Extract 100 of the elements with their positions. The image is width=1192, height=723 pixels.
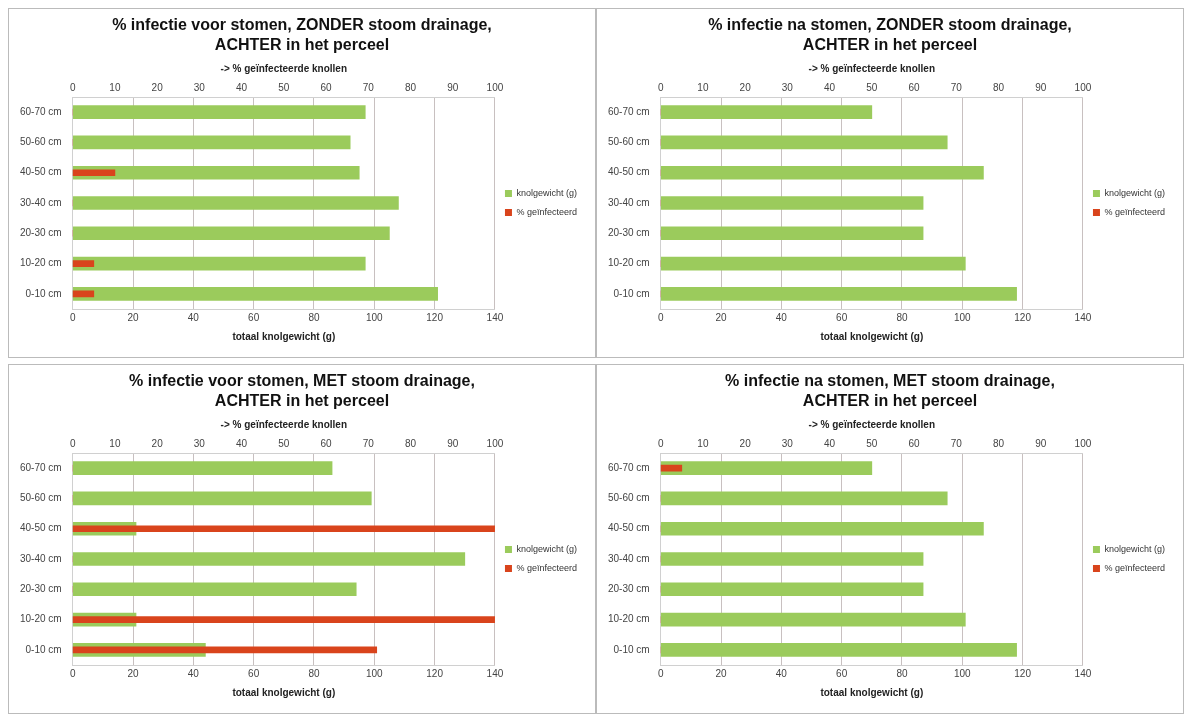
- bar: [660, 612, 966, 627]
- x-tick-label: 0: [657, 311, 664, 323]
- x2-tick-label: 30: [781, 437, 794, 449]
- bar: [660, 521, 984, 536]
- x2-tick-label: 20: [739, 81, 752, 93]
- bar: [660, 491, 948, 506]
- x2-axis-title: -> % geïnfecteerde knollen: [220, 62, 348, 74]
- x2-tick-label: 20: [739, 437, 752, 449]
- x-tick-label: 140: [1074, 311, 1092, 323]
- x2-tick-label: 90: [447, 437, 459, 449]
- x-tick-label: 60: [248, 311, 260, 323]
- chart-title: % infectie na stomen, ZONDER stoom drainage, ACHTER in het perceel: [707, 15, 1073, 55]
- x2-tick-label: 90: [1035, 437, 1047, 449]
- bar: [660, 461, 873, 475]
- x2-tick-label: 10: [109, 81, 121, 93]
- bar: [72, 105, 366, 119]
- x-tick-label: 20: [127, 667, 140, 679]
- y-tick-label: 10-20 cm: [608, 257, 650, 269]
- y-tick-label: 0-10 cm: [25, 287, 62, 299]
- y-tick-label: 30-40 cm: [608, 196, 650, 208]
- bar: [72, 491, 372, 506]
- x-tick-label: 100: [953, 667, 972, 679]
- y-tick-label: 60-70 cm: [608, 461, 650, 473]
- x-tick-label: 120: [426, 311, 444, 323]
- x-tick-label: 100: [365, 667, 384, 679]
- y-tick-label: 40-50 cm: [20, 166, 62, 178]
- x2-axis-title: -> % geïnfecteerde knollen: [220, 418, 348, 430]
- chart-title: % infectie voor stomen, ZONDER stoom drainage, ACHTER in het perceel: [111, 15, 493, 55]
- bar: [72, 226, 390, 241]
- x2-tick-label: 100: [486, 81, 504, 93]
- x-tick-label: 0: [69, 667, 76, 679]
- x2-tick-label: 70: [362, 81, 375, 93]
- bar: [660, 582, 924, 597]
- x2-tick-label: 40: [236, 437, 248, 449]
- x-tick-label: 60: [248, 667, 260, 679]
- y-tick-label: 50-60 cm: [608, 492, 650, 504]
- x2-axis-title: -> % geïnfecteerde knollen: [808, 418, 936, 430]
- y-tick-label: 50-60 cm: [20, 492, 62, 504]
- x2-tick-label: 60: [908, 437, 921, 449]
- x-tick-label: 140: [486, 311, 504, 323]
- x2-tick-label: 50: [278, 437, 290, 449]
- bar: [72, 552, 466, 566]
- x2-tick-label: 30: [193, 437, 206, 449]
- x2-tick-label: 30: [781, 81, 794, 93]
- x2-tick-label: 50: [278, 81, 290, 93]
- x2-tick-label: 40: [824, 81, 836, 93]
- bar: [72, 196, 399, 210]
- x-tick-label: 0: [69, 311, 76, 323]
- x-tick-label: 140: [1074, 667, 1092, 679]
- x2-tick-label: 80: [404, 437, 417, 449]
- x-axis-title: totaal knolgewicht (g): [232, 330, 336, 342]
- bar: [660, 196, 924, 210]
- y-tick-label: 60-70 cm: [20, 461, 62, 473]
- x2-tick-label: 100: [486, 437, 504, 449]
- legend-label: knolgewicht (g): [1104, 543, 1165, 554]
- y-tick-label: 0-10 cm: [613, 643, 650, 655]
- x2-tick-label: 90: [1035, 81, 1047, 93]
- x2-tick-label: 0: [657, 81, 664, 93]
- x-tick-label: 40: [775, 311, 788, 323]
- x2-tick-label: 70: [950, 437, 963, 449]
- x-tick-label: 40: [187, 311, 200, 323]
- bar: [72, 461, 333, 475]
- x-tick-label: 120: [1014, 311, 1032, 323]
- x2-tick-label: 20: [151, 437, 164, 449]
- x2-tick-label: 40: [824, 437, 836, 449]
- legend-label: % geïnfecteerd: [1104, 562, 1166, 573]
- x2-tick-label: 70: [362, 437, 375, 449]
- x-tick-label: 80: [308, 667, 320, 679]
- y-tick-label: 60-70 cm: [20, 105, 62, 117]
- x2-tick-label: 60: [320, 437, 333, 449]
- y-tick-label: 30-40 cm: [608, 552, 650, 564]
- bar: [660, 105, 873, 119]
- x2-tick-label: 10: [697, 81, 709, 93]
- y-tick-label: 40-50 cm: [608, 166, 650, 178]
- y-tick-label: 10-20 cm: [20, 613, 62, 625]
- x2-tick-label: 10: [697, 437, 709, 449]
- y-tick-label: 0-10 cm: [25, 643, 62, 655]
- legend-label: knolgewicht (g): [1104, 187, 1165, 198]
- x-axis-title: totaal knolgewicht (g): [820, 686, 924, 698]
- bar: [72, 256, 366, 271]
- x-tick-label: 0: [657, 667, 664, 679]
- bar: [660, 552, 924, 566]
- x2-tick-label: 80: [992, 81, 1005, 93]
- y-tick-label: 20-30 cm: [608, 583, 650, 595]
- chart-title: % infectie na stomen, MET stoom drainage, ACHTER in het perceel: [724, 371, 1056, 411]
- y-tick-label: 10-20 cm: [20, 257, 62, 269]
- x2-tick-label: 0: [657, 437, 664, 449]
- x2-tick-label: 100: [1074, 81, 1092, 93]
- bar: [72, 165, 360, 180]
- x-tick-label: 80: [896, 311, 908, 323]
- y-tick-label: 30-40 cm: [20, 196, 62, 208]
- x-axis-title: totaal knolgewicht (g): [820, 330, 924, 342]
- x-tick-label: 100: [365, 311, 384, 323]
- x2-tick-label: 80: [992, 437, 1005, 449]
- y-tick-label: 20-30 cm: [608, 227, 650, 239]
- legend-label: knolgewicht (g): [516, 543, 577, 554]
- x-tick-label: 100: [953, 311, 972, 323]
- y-tick-label: 20-30 cm: [20, 227, 62, 239]
- x-tick-label: 120: [426, 667, 444, 679]
- x2-tick-label: 0: [69, 81, 76, 93]
